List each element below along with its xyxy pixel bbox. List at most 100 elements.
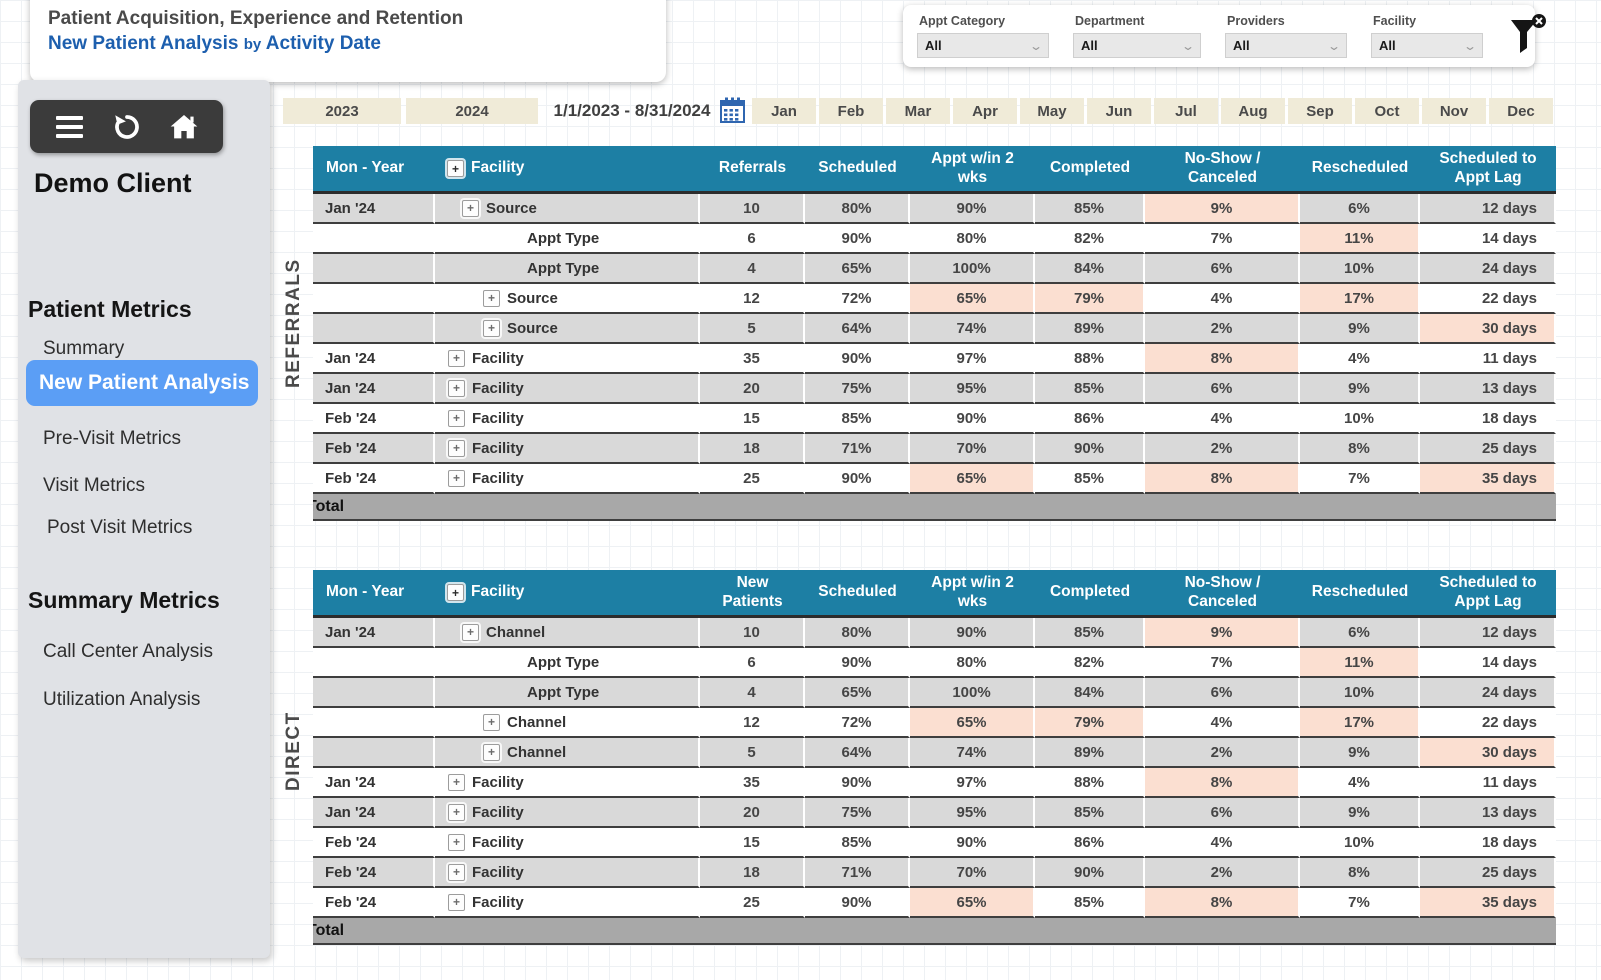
sidebar-item-visit-metrics[interactable]: Visit Metrics — [43, 475, 146, 496]
filter-clear-icon[interactable] — [1505, 12, 1549, 58]
value-cell: 82% — [1035, 648, 1145, 678]
plus-box-icon[interactable]: + — [483, 319, 500, 337]
column-header: Appt w/in 2 wks — [910, 146, 1035, 194]
month-button[interactable]: Jan — [752, 98, 816, 124]
plus-box-icon[interactable]: + — [448, 409, 465, 427]
value-cell: 82% — [1035, 224, 1145, 254]
plus-box-icon[interactable]: + — [483, 743, 500, 761]
sidebar-item-pre-visit-metrics[interactable]: Pre-Visit Metrics — [43, 428, 181, 449]
month-year-cell: Jan '24 — [313, 194, 435, 224]
refresh-icon[interactable] — [109, 109, 145, 145]
month-button[interactable]: Sep — [1288, 98, 1352, 124]
value-cell: 2% — [1145, 434, 1300, 464]
column-header: Scheduled to Appt Lag — [1420, 146, 1556, 194]
entity-cell: + Source — [435, 314, 700, 344]
value-cell: 71% — [805, 858, 910, 888]
department-dropdown[interactable]: All ⌄ — [1073, 33, 1201, 58]
entity-label: Channel — [486, 623, 546, 641]
chevron-down-icon: ⌄ — [1180, 38, 1196, 53]
plus-box-icon[interactable]: + — [448, 893, 465, 911]
sidebar-item-post-visit-metrics[interactable]: Post Visit Metrics — [47, 517, 193, 538]
filter-label: Department — [1075, 14, 1145, 28]
sidebar-item-summary[interactable]: Summary — [43, 338, 125, 359]
value-cell: 90% — [910, 618, 1035, 648]
month-year-cell — [313, 648, 435, 678]
plus-box-icon[interactable]: + — [448, 773, 465, 791]
plus-box-icon[interactable]: + — [448, 379, 465, 397]
home-icon[interactable] — [166, 109, 202, 145]
plus-box-icon[interactable]: + — [448, 349, 465, 367]
plus-box-icon[interactable]: + — [462, 623, 479, 641]
month-button[interactable]: May — [1020, 98, 1084, 124]
value-cell: 6% — [1300, 618, 1420, 648]
plus-box-icon[interactable]: + — [448, 833, 465, 851]
value-cell: 6% — [1145, 798, 1300, 828]
hamburger-icon[interactable] — [51, 109, 87, 145]
direct-table: Mon - Year + Facility New Patients Scheduled… — [313, 570, 1556, 945]
plus-box-icon[interactable]: + — [448, 803, 465, 821]
month-button[interactable]: Feb — [819, 98, 883, 124]
month-button[interactable]: Dec — [1489, 98, 1553, 124]
entity-label: Facility — [472, 379, 524, 397]
value-cell: 95% — [910, 374, 1035, 404]
value-cell: 9% — [1300, 798, 1420, 828]
column-header: Referrals — [700, 146, 805, 194]
plus-box-icon[interactable]: + — [448, 469, 465, 487]
value-cell: 86% — [1035, 404, 1145, 434]
month-button[interactable]: Nov — [1422, 98, 1486, 124]
month-year-cell — [313, 284, 435, 314]
value-cell: 15 — [700, 828, 805, 858]
value-cell: 6 — [700, 648, 805, 678]
plus-box-icon[interactable]: + — [447, 160, 464, 177]
value-cell: 6 — [700, 224, 805, 254]
value-cell: 80% — [910, 224, 1035, 254]
plus-box-icon[interactable]: + — [483, 713, 500, 731]
table-group-label-referrals: REFERRALS — [283, 258, 304, 388]
month-button[interactable]: Apr — [953, 98, 1017, 124]
value-cell: 35 — [700, 768, 805, 798]
calendar-icon[interactable] — [719, 96, 746, 125]
value-cell: 6% — [1145, 254, 1300, 284]
column-header: Completed — [1035, 146, 1145, 194]
dropdown-value: All — [1379, 38, 1396, 53]
entity-cell: + Source — [435, 284, 700, 314]
entity-cell: + Facility — [435, 828, 700, 858]
facility-dropdown[interactable]: All ⌄ — [1371, 33, 1483, 58]
year-button[interactable]: 2024 — [406, 98, 538, 124]
column-header: Scheduled — [805, 146, 910, 194]
plus-box-icon[interactable]: + — [483, 289, 500, 307]
plus-box-icon[interactable]: + — [448, 439, 465, 457]
plus-box-icon[interactable]: + — [448, 863, 465, 881]
month-button[interactable]: Oct — [1355, 98, 1419, 124]
sidebar-item-utilization-analysis[interactable]: Utilization Analysis — [43, 689, 201, 710]
value-cell: 84% — [1035, 254, 1145, 284]
value-cell: 75% — [805, 798, 910, 828]
providers-dropdown[interactable]: All ⌄ — [1225, 33, 1347, 58]
value-cell: 10% — [1300, 254, 1420, 284]
month-button[interactable]: Jul — [1154, 98, 1218, 124]
sidebar-item-new-patient-analysis[interactable]: New Patient Analysis — [26, 360, 258, 406]
plus-box-icon[interactable]: + — [447, 584, 464, 601]
value-cell: 90% — [805, 344, 910, 374]
value-cell: 5 — [700, 738, 805, 768]
month-button[interactable]: Mar — [886, 98, 950, 124]
appt-category-dropdown[interactable]: All ⌄ — [917, 33, 1049, 58]
value-cell: 7% — [1300, 464, 1420, 494]
sidebar-item-call-center-analysis[interactable]: Call Center Analysis — [43, 641, 214, 662]
month-year-cell: Jan '24 — [313, 798, 435, 828]
entity-cell: + Facility — [435, 798, 700, 828]
entity-cell: + Facility — [435, 464, 700, 494]
plus-box-icon[interactable]: + — [462, 199, 479, 217]
filter-bar: Appt Category All ⌄ Department All ⌄ Pro… — [903, 5, 1535, 67]
month-button[interactable]: Aug — [1221, 98, 1285, 124]
value-cell: 22 days — [1420, 708, 1556, 738]
subtitle-rest: Activity Date — [265, 33, 381, 54]
entity-cell: Appt Type — [435, 648, 700, 678]
entity-label: Appt Type — [527, 683, 600, 701]
value-cell: 4% — [1300, 768, 1420, 798]
month-button[interactable]: Jun — [1087, 98, 1151, 124]
referrals-table: Mon - Year + Facility Referrals Scheduled App… — [313, 146, 1556, 521]
year-button[interactable]: 2023 — [283, 98, 401, 124]
column-header: No-Show / Canceled — [1145, 570, 1300, 618]
value-cell: 85% — [1035, 888, 1145, 918]
